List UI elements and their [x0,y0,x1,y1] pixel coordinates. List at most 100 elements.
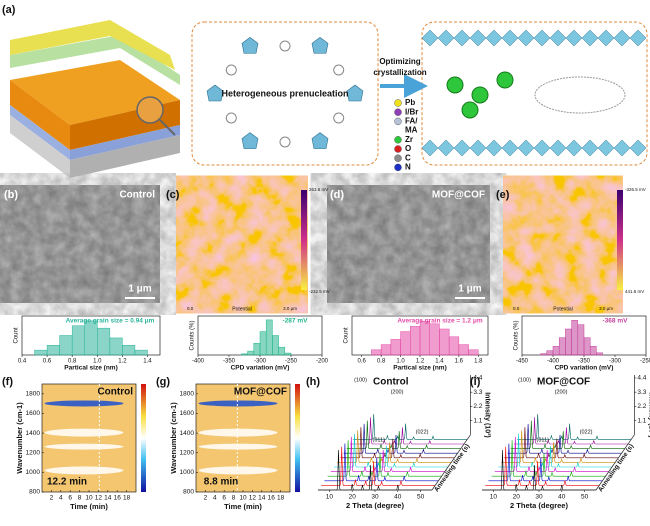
x-tick-label: 1.2 [118,359,127,365]
octahedron [613,29,631,47]
x-tick-label: 1.4 [143,359,152,365]
octahedron [533,139,551,157]
x-tick-label: -400 [547,359,560,365]
legend-swatch [394,99,402,107]
marker-label: 12.2 min [47,477,87,488]
scale-text: 1 μm [458,284,481,295]
hist-bar [419,320,430,356]
caption: Heterogeneous prenucleation [221,88,348,98]
marker-label: 8.8 min [204,477,238,488]
octahedron [421,139,439,157]
panel-label: (g) [156,376,170,388]
x-tick-label: 8 [78,495,82,502]
colorbar [617,190,623,290]
peak-label: (100) [354,377,367,383]
y-tick-label: 1.1 [473,417,482,424]
octahedron [533,29,551,47]
octahedron [629,139,647,157]
x-tick-label: 50 [581,494,589,501]
y-tick-label: 1000 [26,469,41,476]
heat-band [44,466,124,475]
octahedron [597,29,615,47]
linker [333,64,345,76]
tag: MOF@COF [537,377,590,388]
x-tick-label: 4 [59,495,63,502]
heat-band [198,443,278,450]
legend-label: FA/ [405,117,418,126]
y-tick-label: 800 [183,489,194,496]
axis-text: 0.0 [187,306,194,311]
annotation: -287 mV [283,318,309,325]
x-tick-label: -300 [609,359,622,365]
linker [333,112,345,124]
axis-text: 3.0 μm [283,306,297,311]
zr-node [446,76,464,94]
legend-swatch [394,163,402,172]
x-tick-label: 4 [213,495,217,502]
legend-swatch [394,117,402,126]
hist-bar [571,320,579,356]
legend-label: MA [405,126,418,135]
x-tick-label: -250 [640,359,650,365]
dashed-box [191,21,379,166]
octahedron [453,139,471,157]
panel-label: (i) [470,376,481,388]
xrd-trace [321,446,436,486]
x-axis-label: Partical size (nm) [64,365,117,372]
xrd-trace [346,420,461,449]
octahedron [437,29,455,47]
hist-bar [59,335,73,356]
x-tick-label: 50 [417,494,425,501]
axis-text: 3.0 μm [599,306,613,311]
panel-label: (h) [306,376,320,388]
heat-band [198,466,278,475]
tag: Control [373,377,409,388]
y-axis-label: Counts (%) [190,320,196,350]
x-tick-label: 12 [249,495,257,502]
x-tick-label: 8 [232,495,236,502]
crystal-structure [421,29,647,157]
xrd-trace [498,433,612,468]
x-tick-label: 0.4 [18,359,27,365]
x-tick-label: -300 [254,359,267,365]
linker [279,40,291,52]
peak-label: (100) [518,377,531,383]
octahedron [501,139,519,157]
octahedron [517,139,535,157]
hist-bar [552,346,560,356]
octahedron [549,139,567,157]
x-tick-label: 40 [394,494,402,501]
xrd-trace [501,430,616,463]
octahedron [565,29,583,47]
x-tick-label: 0.8 [377,359,386,365]
hist-bar [247,350,255,356]
arrow-text: crystallization [373,68,426,77]
peak-label: (011) [537,437,550,443]
octahedron [629,29,647,47]
x-tick-label: 20 [349,494,357,501]
x-tick-label: 10 [85,495,93,502]
hist-bar [278,346,286,356]
hist-bar [371,349,382,356]
x-axis-label: CPD variation (mV) [555,365,614,372]
xrd-trace [517,414,632,440]
panel-label: (c) [166,189,180,201]
panel-label: (e) [496,189,510,201]
octahedron [613,139,631,157]
hist-bar [439,328,450,356]
hist-bar [400,331,411,356]
x-tick-label: 14 [104,495,112,502]
xrd-trace [340,427,455,459]
octahedron [565,139,583,157]
peak-label: (022) [416,429,429,435]
panel-label: (a) [2,4,16,16]
y-axis-label: Wavenumber (cm-1) [15,402,24,474]
xrd-trace [507,423,622,454]
device-illustration [10,20,180,178]
octahedron [469,139,487,157]
x-tick-label: 1.4 [435,359,444,365]
x-tick-label: -450 [516,359,529,365]
y-tick-label: 2.2 [637,403,646,410]
x-tick-label: 18 [277,495,285,502]
